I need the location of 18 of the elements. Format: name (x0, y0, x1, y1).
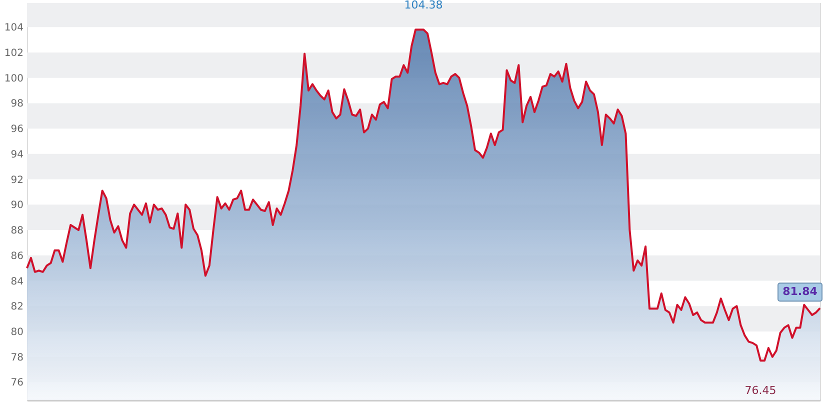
y-tick-label: 88 (10, 226, 24, 237)
y-tick-label: 78 (10, 352, 24, 364)
y-tick-label: 102 (4, 48, 24, 59)
y-tick-label: 96 (10, 124, 24, 136)
y-tick-label: 92 (10, 174, 24, 186)
annotation: 76.45 (744, 384, 776, 397)
y-tick-label: 86 (10, 250, 24, 262)
y-tick-label: 98 (10, 98, 24, 110)
y-tick-label: 104 (4, 22, 24, 34)
y-tick-label: 94 (10, 149, 24, 160)
annotation: 104.38 (404, 0, 443, 12)
y-tick-label: 100 (4, 73, 24, 84)
y-tick-label: 76 (10, 378, 24, 389)
y-tick-label: 84 (10, 276, 24, 288)
y-tick-label: 80 (10, 327, 24, 338)
annotation: 81.84 (782, 285, 818, 298)
y-tick-label: 90 (10, 200, 24, 212)
y-tick-label: 82 (10, 302, 24, 313)
